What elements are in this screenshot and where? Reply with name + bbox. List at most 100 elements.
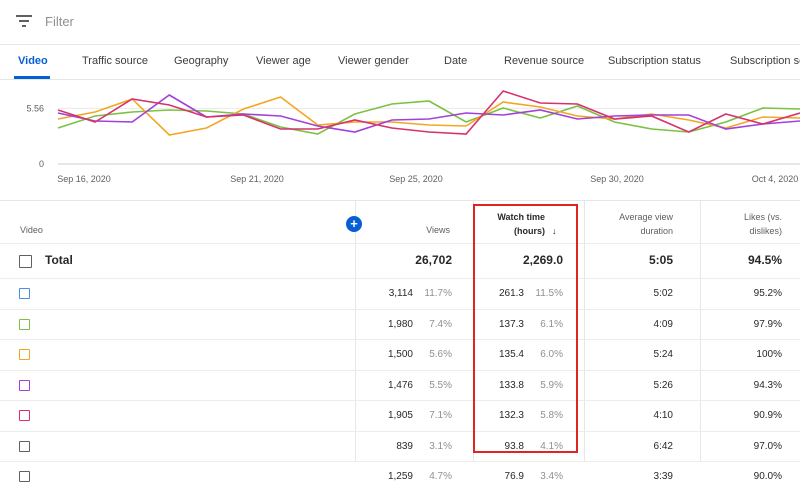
row-watch-time: 132.3: [498, 410, 524, 421]
row-watch-time: 133.8: [498, 379, 524, 391]
filter-bar[interactable]: Filter: [0, 0, 800, 45]
header-likes[interactable]: Likes (vs.: [743, 212, 782, 222]
filter-input[interactable]: Filter: [45, 14, 74, 29]
row-likes: 97.9%: [753, 318, 782, 330]
table-row[interactable]: 1,500 5.6% 135.4 6.0% 5:24 100%: [0, 339, 800, 370]
total-views: 26,702: [415, 253, 452, 267]
filter-icon[interactable]: [16, 15, 32, 29]
row-likes: 100%: [756, 349, 782, 360]
row-checkbox[interactable]: [19, 379, 30, 391]
row-checkbox[interactable]: [19, 318, 30, 330]
row-likes: 90.9%: [753, 410, 782, 421]
active-tab-indicator: [14, 76, 50, 79]
row-views: 3,114: [388, 288, 413, 299]
header-watch-time-unit[interactable]: (hours): [514, 226, 545, 236]
total-label: Total: [45, 253, 73, 267]
total-watch-time: 2,269.0: [522, 253, 563, 267]
row-views: 1,476: [387, 379, 413, 391]
add-metric-button[interactable]: +: [346, 216, 362, 232]
row-avd: 5:02: [653, 288, 673, 299]
y-tick-label: 0: [39, 159, 44, 169]
header-avd-2[interactable]: duration: [640, 226, 673, 236]
tab-subscription-source[interactable]: Subscription so: [730, 55, 800, 67]
row-likes: 94.3%: [753, 379, 782, 391]
x-tick-label: Sep 16, 2020: [57, 174, 111, 184]
total-avd: 5:05: [648, 253, 673, 267]
series-line: [57, 100, 800, 135]
dimension-tabs: Video Traffic source Geography Viewer ag…: [0, 45, 800, 80]
row-watch-time: 93.8: [504, 440, 524, 452]
row-avd: 5:26: [653, 379, 673, 391]
row-watch-time-pct: 5.8%: [540, 410, 563, 421]
row-views-pct: 7.1%: [429, 410, 452, 421]
header-likes-2[interactable]: dislikes): [749, 226, 782, 236]
row-avd: 6:42: [653, 440, 673, 452]
tab-video[interactable]: Video: [18, 55, 48, 67]
table-row[interactable]: 1,980 7.4% 137.3 6.1% 4:09 97.9%: [0, 308, 800, 340]
header-watch-time[interactable]: Watch time: [497, 212, 545, 222]
row-likes: 95.2%: [753, 288, 782, 299]
table-row[interactable]: 3,114 11.7% 261.3 11.5% 5:02 95.2%: [0, 278, 800, 309]
row-likes: 90.0%: [753, 471, 782, 482]
row-watch-time: 137.3: [498, 318, 524, 330]
series-line: [57, 90, 800, 135]
row-avd: 5:24: [653, 349, 673, 360]
series-line: [57, 96, 800, 136]
tab-viewer-age[interactable]: Viewer age: [256, 55, 311, 67]
row-watch-time-pct: 11.5%: [535, 288, 563, 299]
total-row: Total 26,702 2,269.0 5:05 94.5%: [0, 243, 800, 279]
x-tick-label: Sep 21, 2020: [230, 174, 284, 184]
header-avd[interactable]: Average view: [619, 212, 673, 222]
row-checkbox[interactable]: [19, 349, 30, 360]
table-row[interactable]: 839 3.1% 93.8 4.1% 6:42 97.0%: [0, 430, 800, 462]
select-all-checkbox[interactable]: [19, 255, 32, 268]
tab-revenue-source[interactable]: Revenue source: [504, 55, 585, 67]
row-watch-time-pct: 3.4%: [540, 471, 563, 482]
row-views-pct: 7.4%: [429, 318, 452, 330]
header-views[interactable]: Views: [426, 225, 450, 235]
table-row[interactable]: 1,905 7.1% 132.3 5.8% 4:10 90.9%: [0, 400, 800, 431]
row-watch-time: 76.9: [504, 471, 524, 482]
total-likes: 94.5%: [747, 253, 782, 267]
header-video: Video: [20, 225, 43, 235]
tab-viewer-gender[interactable]: Viewer gender: [338, 55, 409, 67]
line-chart: 5.56 0 Sep 16, 2020 Sep 21, 2020 Sep 25, 202…: [0, 80, 800, 200]
series-line: [57, 94, 800, 133]
row-checkbox[interactable]: [19, 440, 30, 452]
row-views-pct: 3.1%: [429, 440, 452, 452]
tab-geography[interactable]: Geography: [174, 55, 229, 67]
x-tick-label: Sep 25, 2020: [389, 174, 443, 184]
tab-subscription-status[interactable]: Subscription status: [608, 55, 701, 67]
row-views-pct: 5.5%: [429, 379, 452, 391]
row-views: 1,905: [387, 410, 413, 421]
chart-svg: 5.56 0 Sep 16, 2020 Sep 21, 2020 Sep 25, 202…: [26, 90, 800, 184]
row-watch-time-pct: 4.1%: [540, 440, 563, 452]
table-row[interactable]: 1,259 4.7% 76.9 3.4% 3:39 90.0%: [0, 461, 800, 492]
tab-traffic-source[interactable]: Traffic source: [82, 55, 149, 67]
row-watch-time-pct: 6.1%: [540, 318, 563, 330]
sort-down-icon[interactable]: ↓: [552, 226, 557, 236]
row-views: 1,259: [387, 471, 413, 482]
y-tick-label: 5.56: [26, 103, 44, 113]
table-row[interactable]: 1,476 5.5% 133.8 5.9% 5:26 94.3%: [0, 369, 800, 401]
row-avd: 3:39: [653, 471, 673, 482]
row-watch-time: 261.3: [498, 288, 524, 299]
row-watch-time-pct: 5.9%: [540, 379, 563, 391]
row-views-pct: 11.7%: [424, 288, 452, 299]
row-checkbox[interactable]: [19, 471, 30, 482]
row-views-pct: 4.7%: [429, 471, 452, 482]
row-views: 1,980: [387, 318, 413, 330]
video-table: Video + Views Watch time (hours) ↓ Avera…: [0, 200, 800, 482]
row-avd: 4:09: [653, 318, 673, 330]
row-views: 839: [396, 440, 413, 452]
row-checkbox[interactable]: [19, 288, 30, 299]
row-views: 1,500: [387, 349, 413, 360]
row-watch-time-pct: 6.0%: [540, 349, 563, 360]
row-watch-time: 135.4: [498, 349, 524, 360]
row-avd: 4:10: [653, 410, 673, 421]
x-tick-label: Sep 30, 2020: [590, 174, 644, 184]
x-tick-label: Oct 4, 2020: [752, 174, 799, 184]
tab-date[interactable]: Date: [444, 55, 468, 67]
row-checkbox[interactable]: [19, 410, 30, 421]
row-likes: 97.0%: [753, 440, 782, 452]
